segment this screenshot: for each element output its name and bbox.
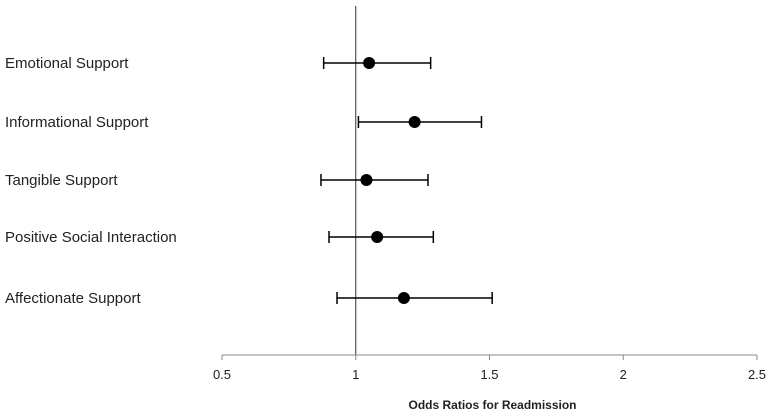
category-label: Tangible Support [5,172,118,189]
x-tick-label: 1 [352,367,359,382]
category-label: Informational Support [5,114,149,131]
point-estimate [371,231,384,243]
point-estimate [363,57,376,69]
x-axis-title: Odds Ratios for Readmission [408,398,576,412]
x-tick-label: 0.5 [213,367,231,382]
category-labels: Emotional Support Informational Support Ta… [5,55,177,307]
x-tick-label: 2.5 [748,367,766,382]
x-tick-label: 2 [620,367,627,382]
point-estimate [408,116,421,128]
point-estimate [397,292,410,304]
x-axis: 0.5 1 1.5 2 2.5 [213,354,766,382]
x-tick-label: 1.5 [480,367,498,382]
category-label: Emotional Support [5,55,129,72]
category-label: Positive Social Interaction [5,229,177,246]
category-label: Affectionate Support [5,290,141,307]
data-marks [320,57,493,304]
point-estimate [360,174,373,186]
